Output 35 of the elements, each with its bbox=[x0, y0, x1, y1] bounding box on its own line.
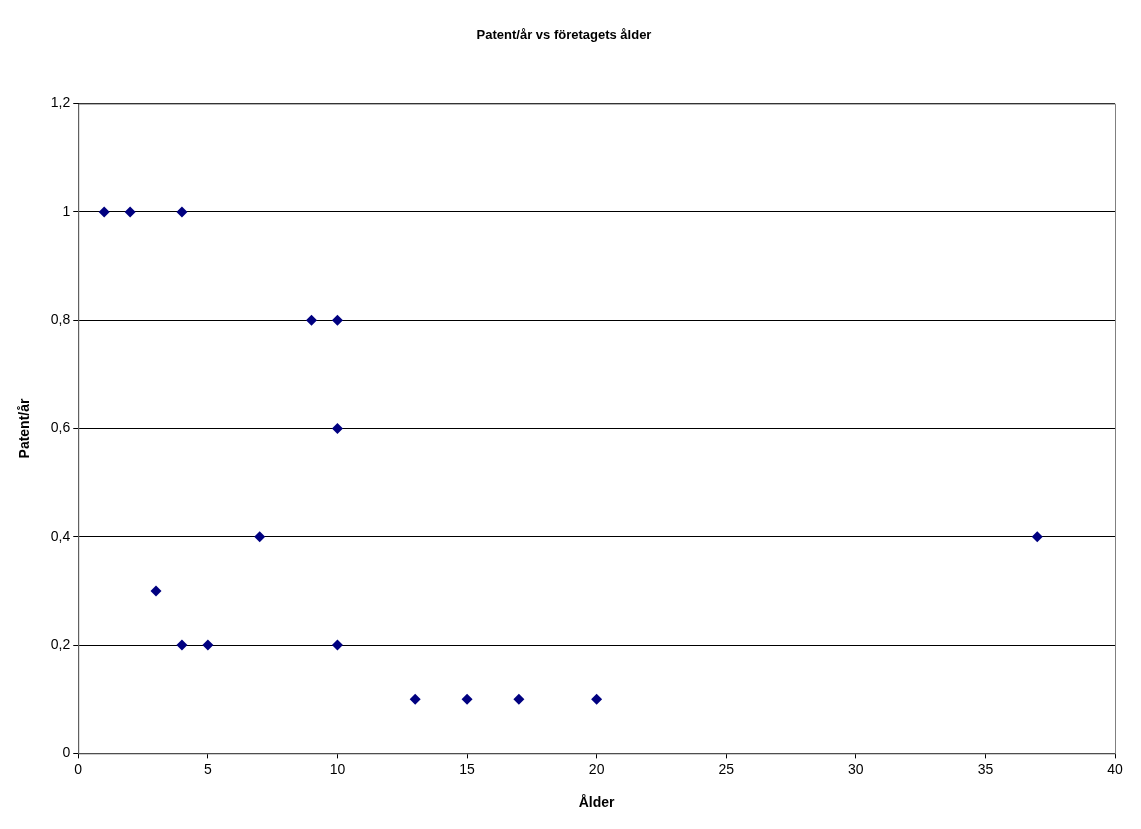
x-tick-label: 35 bbox=[977, 760, 994, 777]
point bbox=[409, 693, 421, 705]
point bbox=[98, 206, 110, 218]
point bbox=[331, 639, 343, 651]
x-tick-label: 25 bbox=[718, 760, 735, 777]
y-tick-label: 1 bbox=[62, 202, 71, 219]
point bbox=[461, 693, 473, 705]
point bbox=[331, 314, 343, 326]
y-tick-label: 0,2 bbox=[50, 635, 71, 652]
y-tick-label: 0 bbox=[62, 744, 71, 761]
point bbox=[591, 693, 603, 705]
x-tick-label: 10 bbox=[329, 760, 346, 777]
point bbox=[150, 585, 162, 597]
y-tick-label: 1,2 bbox=[50, 94, 71, 111]
point bbox=[202, 639, 214, 651]
point bbox=[513, 693, 525, 705]
point bbox=[306, 314, 318, 326]
point bbox=[1031, 531, 1043, 543]
chart-title: Patent/år vs företagets ålder bbox=[476, 27, 652, 43]
y-tick-label: 0,8 bbox=[50, 311, 71, 328]
point bbox=[124, 206, 136, 218]
x-tick-label: 5 bbox=[203, 760, 212, 777]
x-tick-label: 15 bbox=[459, 760, 476, 777]
x-axis-title: Ålder bbox=[578, 794, 616, 811]
x-tick-label: 0 bbox=[74, 760, 83, 777]
x-tick-label: 30 bbox=[848, 760, 864, 777]
y-axis-title: Patent/år bbox=[16, 398, 33, 459]
point bbox=[331, 423, 343, 434]
y-tick-label: 0,4 bbox=[50, 527, 71, 544]
x-tick-label: 40 bbox=[1107, 760, 1123, 777]
point bbox=[254, 531, 266, 543]
point bbox=[176, 206, 188, 218]
y-tick-label: 0,6 bbox=[50, 419, 71, 436]
x-tick-label: 20 bbox=[588, 760, 605, 777]
point bbox=[176, 639, 188, 651]
